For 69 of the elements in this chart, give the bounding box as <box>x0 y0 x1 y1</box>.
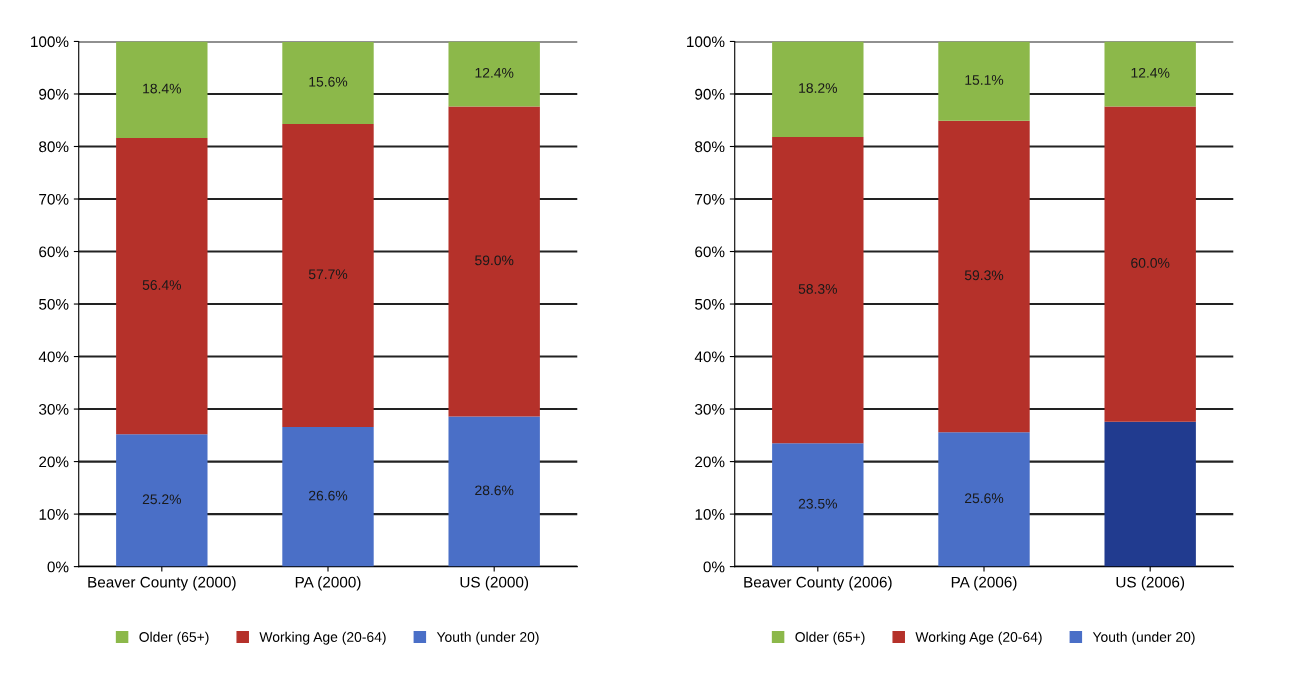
data-label: 58.3% <box>798 284 838 294</box>
y-tick-label: 30% <box>695 403 725 415</box>
y-tick-label: 0% <box>703 561 725 573</box>
bar <box>116 41 208 139</box>
bar <box>282 123 374 427</box>
y-tick-label: 70% <box>695 193 725 205</box>
x-tick-label: Beaver County (2000) <box>88 576 236 591</box>
y-tick-label: 100% <box>687 36 725 48</box>
bar <box>938 120 1030 433</box>
y-tick-label: 80% <box>695 141 725 153</box>
bar <box>938 432 1030 567</box>
y-tick-label: 10% <box>39 508 69 520</box>
bar <box>448 41 540 107</box>
y-tick-label: 60% <box>39 246 69 258</box>
legend-label: Youth (under 20) <box>436 631 539 645</box>
x-tick-label: PA (2000) <box>295 576 361 591</box>
y-tick-label: 50% <box>39 298 69 310</box>
data-label: 18.2% <box>799 83 838 93</box>
bar <box>282 426 374 567</box>
y-tick-label: 10% <box>695 508 725 520</box>
data-label: 15.6% <box>309 76 348 87</box>
legend-label: Older (65+) <box>139 631 209 645</box>
bar <box>282 41 374 124</box>
x-tick-label: US (2006) <box>1116 576 1185 591</box>
bar <box>116 138 208 435</box>
data-label: 12.4% <box>475 67 514 78</box>
data-label: 60.0% <box>1131 258 1170 268</box>
x-tick-label: Beaver County (2006) <box>744 576 892 591</box>
data-label: 25.2% <box>142 494 182 505</box>
y-tick-label: 90% <box>39 88 69 100</box>
y-tick-label: 80% <box>39 141 69 153</box>
data-label: 57.7% <box>308 269 348 280</box>
legend-label: Working Age (20-64) <box>915 631 1042 645</box>
data-label: 25.6% <box>965 493 1004 504</box>
bar <box>1104 421 1196 567</box>
y-tick-label: 60% <box>695 246 725 258</box>
y-tick-label: 20% <box>39 456 69 468</box>
data-label: 26.6% <box>309 490 348 501</box>
y-tick-label: 30% <box>39 403 69 415</box>
bar <box>772 443 864 567</box>
data-label: 59.3% <box>964 270 1004 281</box>
data-label: 23.5% <box>798 498 838 509</box>
y-tick-label: 90% <box>695 88 725 100</box>
y-tick-label: 0% <box>47 561 69 573</box>
bar <box>938 41 1030 121</box>
bar <box>1104 41 1196 107</box>
bar <box>116 434 208 567</box>
bar <box>1104 106 1196 422</box>
bar <box>448 106 540 417</box>
legend-label: Working Age (20-64) <box>259 631 386 645</box>
data-label: 56.4% <box>142 280 182 290</box>
legend-label: Older (65+) <box>795 631 865 645</box>
y-tick-label: 20% <box>695 456 725 468</box>
bar <box>772 41 864 138</box>
data-label: 59.0% <box>475 255 514 266</box>
data-label: 18.4% <box>143 83 182 94</box>
y-tick-label: 40% <box>694 351 725 363</box>
data-label: 12.4% <box>1131 67 1170 78</box>
data-label: 28.6% <box>475 485 514 496</box>
legend-label: Youth (under 20) <box>1092 631 1195 645</box>
y-tick-label: 50% <box>695 298 725 310</box>
y-tick-label: 100% <box>31 36 69 48</box>
x-tick-label: PA (2006) <box>951 576 1017 591</box>
y-tick-label: 40% <box>38 351 69 363</box>
y-tick-label: 70% <box>39 193 69 205</box>
bar <box>772 137 864 444</box>
x-tick-label: US (2000) <box>460 576 529 591</box>
data-label: 15.1% <box>965 75 1004 85</box>
bar <box>448 416 540 567</box>
